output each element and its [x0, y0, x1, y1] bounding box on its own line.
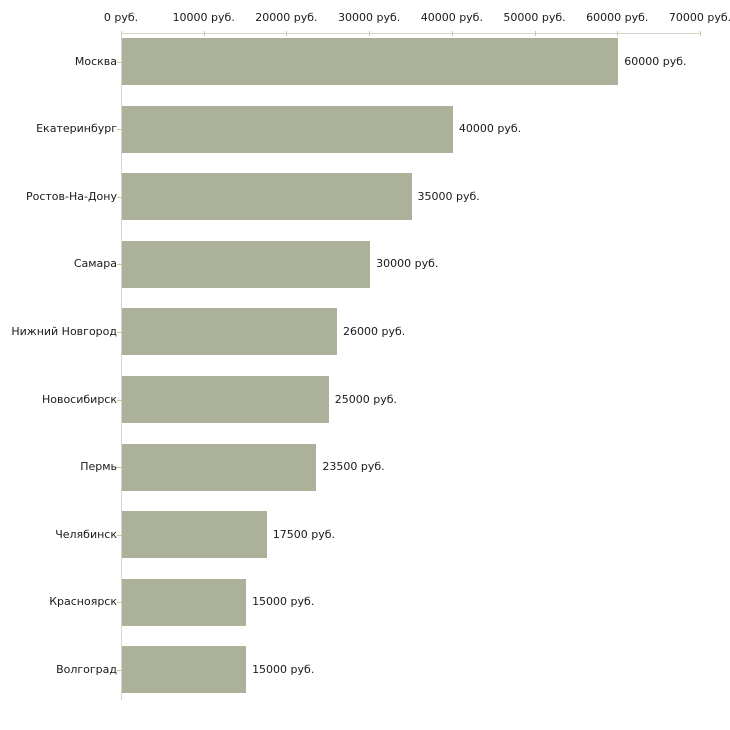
category-label: Красноярск [49, 595, 117, 609]
y-axis-tick-mark [117, 196, 122, 198]
value-label: 30000 руб. [376, 257, 439, 271]
x-axis-tick-mark [534, 31, 536, 36]
y-axis-tick-mark [117, 602, 122, 604]
x-axis-tick-label: 70000 руб. [668, 11, 730, 24]
y-axis-tick-mark [117, 129, 122, 131]
x-axis-tick-mark [451, 31, 453, 36]
value-label: 15000 руб. [252, 595, 315, 609]
x-axis-tick-label: 10000 руб. [172, 11, 235, 24]
value-label: 17500 руб. [272, 527, 336, 541]
bar-Екатеринбург [122, 105, 453, 153]
y-axis-tick-mark [117, 467, 122, 469]
x-axis-tick-label: 50000 руб. [503, 11, 566, 24]
bar-Челябинск [122, 511, 267, 559]
x-axis-tick-mark [203, 31, 205, 36]
y-axis-tick-mark [117, 399, 122, 401]
bar-Нижний Новгород [122, 308, 338, 356]
y-axis-tick-mark [117, 669, 122, 671]
bar-Пермь [122, 443, 317, 491]
value-label: 25000 руб. [334, 392, 398, 406]
x-axis-tick-label: 0 руб. [103, 11, 139, 24]
x-axis-tick-label: 40000 руб. [420, 11, 483, 24]
value-label: 26000 руб. [343, 324, 406, 338]
category-label: Ростов-На-Дону [25, 189, 117, 203]
y-axis-tick-mark [117, 61, 122, 63]
plot-area [121, 33, 700, 700]
category-label: Самара [73, 257, 117, 271]
bar-Самара [122, 240, 371, 288]
value-label: 15000 руб. [252, 662, 315, 676]
category-label: Екатеринбург [36, 122, 117, 136]
category-label: Волгоград [56, 662, 117, 676]
value-label: 40000 руб. [458, 122, 522, 136]
x-axis-tick-mark [121, 31, 122, 36]
x-axis-tick-mark [700, 31, 701, 36]
category-label: Челябинск [55, 527, 117, 541]
bar-Ростов-На-Дону [122, 173, 412, 221]
x-axis-tick-mark [369, 31, 371, 36]
x-axis-tick-label: 30000 руб. [338, 11, 401, 24]
bar-Москва [122, 38, 619, 85]
category-label: Москва [74, 54, 117, 68]
value-label: 35000 руб. [417, 189, 480, 203]
x-axis-tick-label: 60000 руб. [586, 11, 649, 24]
bar-Красноярск [122, 578, 247, 626]
bar-Новосибирск [122, 376, 329, 423]
y-axis-tick-mark [117, 534, 122, 536]
value-label: 23500 руб. [322, 460, 385, 474]
category-label: Новосибирск [41, 392, 117, 406]
x-axis-tick-mark [617, 31, 619, 36]
x-axis-tick-mark [286, 31, 288, 36]
value-label: 60000 руб. [624, 54, 687, 68]
x-axis-tick-label: 20000 руб. [255, 11, 318, 24]
bar-Волгоград [122, 646, 247, 694]
category-label: Нижний Новгород [11, 324, 117, 338]
y-axis-tick-mark [117, 331, 122, 333]
category-label: Пермь [80, 460, 117, 474]
y-axis-tick-mark [117, 264, 122, 266]
